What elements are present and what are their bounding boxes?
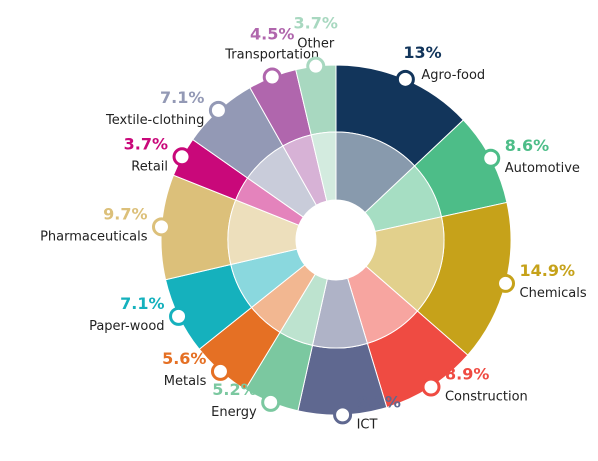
category-label: Textile-clothing — [105, 113, 204, 128]
value-label: 9.7% — [103, 204, 147, 223]
marker-dot — [151, 217, 171, 237]
marker-dot — [172, 147, 192, 167]
value-label: 3.7% — [294, 14, 338, 33]
value-label: 8.9% — [445, 364, 489, 383]
category-label: Pharmaceuticals — [40, 229, 148, 244]
category-label: Retail — [131, 159, 168, 174]
marker-dot — [306, 56, 326, 76]
category-label: Metals — [164, 374, 207, 389]
marker-dot — [481, 148, 501, 168]
value-label: 5.6% — [162, 349, 206, 368]
category-label: Chemicals — [520, 286, 587, 301]
category-label: Other — [297, 37, 335, 52]
marker-dot — [421, 377, 441, 397]
marker-dot — [210, 361, 230, 381]
category-label: Agro-food — [421, 68, 485, 83]
value-label: 7.1% — [120, 294, 164, 313]
marker-dot — [208, 100, 228, 120]
value-label: 13% — [403, 43, 441, 62]
category-label: ICT — [357, 417, 378, 432]
category-label: Automotive — [505, 161, 580, 176]
marker-dot — [496, 273, 516, 293]
marker-dot — [333, 405, 353, 425]
category-label: Energy — [211, 405, 257, 420]
marker-dot — [395, 69, 415, 89]
value-label: 8.6% — [505, 136, 549, 155]
value-label: 3.7% — [124, 134, 168, 153]
marker-dot — [262, 67, 282, 87]
center-hole — [296, 200, 376, 280]
marker-dot — [169, 306, 189, 326]
value-label: 5.2% — [212, 380, 256, 399]
category-label: Construction — [445, 389, 528, 404]
value-label: 14.9% — [520, 261, 576, 280]
value-label: 4.5% — [250, 25, 294, 44]
category-label: Transportation — [224, 48, 319, 63]
category-label: Paper-wood — [89, 319, 164, 334]
value-label: 7.1% — [160, 88, 204, 107]
marker-dot — [261, 392, 281, 412]
value-label: 8.2% — [357, 392, 401, 411]
